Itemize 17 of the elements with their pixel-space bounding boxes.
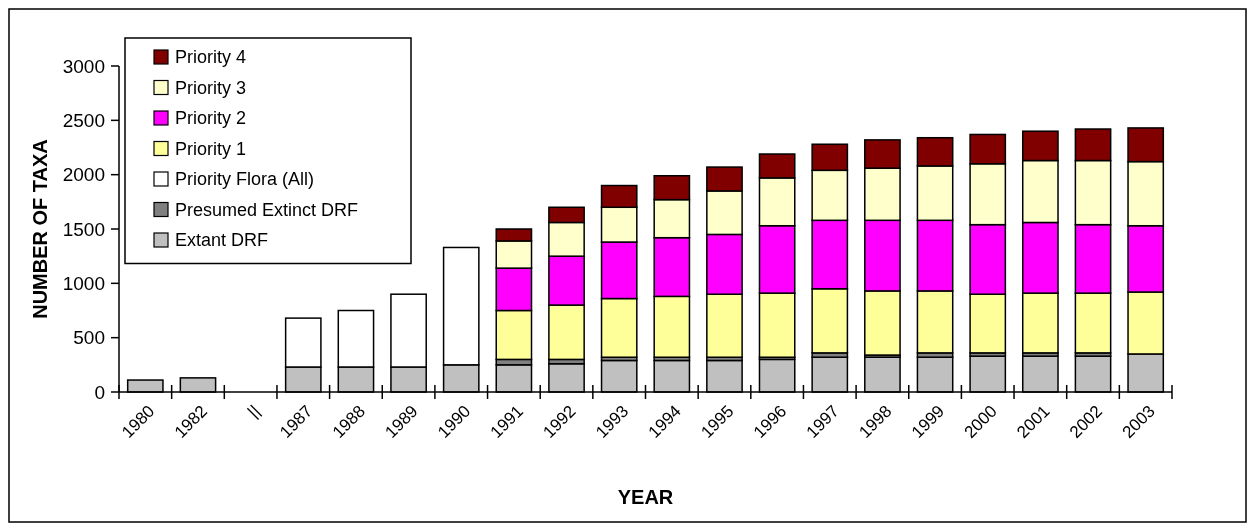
legend-label: Priority 3	[175, 77, 247, 98]
x-axis-title: YEAR	[617, 486, 674, 508]
legend-label: Priority 2	[175, 108, 247, 128]
legend-label: Priority Flora (All)	[175, 169, 315, 189]
legend-label: Priority 1	[175, 138, 247, 159]
x-tick-label: ||	[243, 401, 264, 422]
y-tick-label: 1500	[62, 218, 105, 240]
legend-label: Presumed Extinct DRF	[175, 199, 359, 220]
legend-label: Extant DRF	[175, 230, 269, 250]
y-tick-label: 3000	[62, 55, 105, 77]
y-tick-label: 0	[94, 381, 105, 403]
y-axis-title: NUMBER OF TAXA	[29, 139, 51, 319]
legend-label: Priority 4	[175, 47, 247, 67]
y-tick-label: 2000	[62, 164, 105, 186]
y-tick-label: 2500	[62, 109, 105, 131]
y-tick-label: 500	[73, 327, 105, 349]
y-tick-label: 1000	[62, 272, 105, 294]
